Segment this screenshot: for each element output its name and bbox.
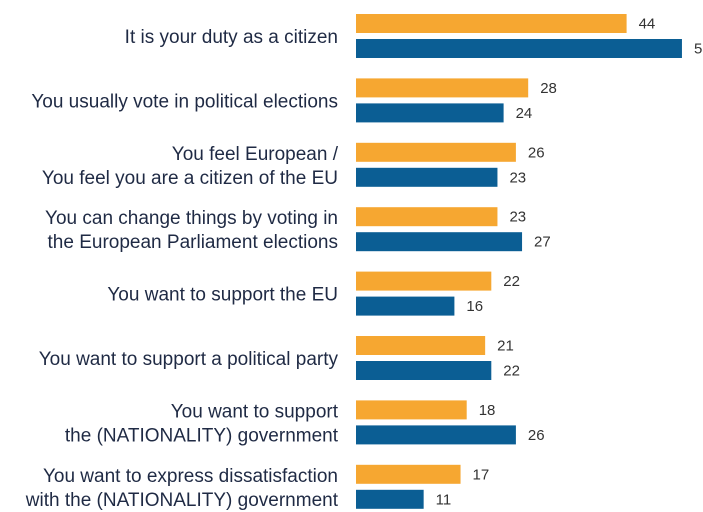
category-label-line: You want to support [171,401,339,422]
bar-series-2 [356,232,523,252]
bar-series-1 [356,336,486,355]
bar-series-1 [356,142,516,162]
data-label: 26 [528,427,545,444]
category-label: You want to support a political party [39,349,339,370]
category-label: You want to support the (NATIONALITY) gov… [65,401,339,446]
category-label-line: You want to support a political party [39,349,339,370]
data-label: 17 [473,466,490,483]
data-label: 26 [528,144,545,161]
category-label-line: You want to support the EU [107,285,338,306]
data-label: 18 [479,402,496,419]
category-label-line: the European Parliament elections [48,232,338,253]
bar-series-2 [356,167,498,187]
data-label: 22 [503,363,520,380]
bar-series-1 [356,78,529,98]
category-label-line: with the (NATIONALITY) government [25,490,339,511]
data-label: 27 [534,234,551,251]
category-label: You feel European / You feel you are a ci… [42,144,339,189]
data-label: 53 [694,41,703,58]
bar-series-2 [356,103,504,123]
data-label: 28 [540,80,557,97]
bar-series-2 [356,361,492,380]
bar-series-2 [356,489,424,509]
category-label: You usually vote in political elections [31,91,338,112]
data-label: 21 [497,338,514,355]
category-label: It is your duty as a citizen [125,27,338,48]
category-label-line: You feel European / [172,144,339,165]
category-label: You can change things by voting in the Eu… [45,208,338,253]
bar-series-2 [356,425,516,445]
bar-series-2 [356,39,682,58]
category-labels: It is your duty as a citizen You usually … [25,27,339,511]
category-label: You want to support the EU [107,285,338,306]
category-label-line: You want to express dissatisfaction [43,466,338,487]
category-label-line: You feel you are a citizen of the EU [42,168,338,189]
data-label: 23 [509,169,526,186]
bar-series-1 [356,400,467,420]
category-label-line: It is your duty as a citizen [125,27,338,48]
category-label-line: You can change things by voting in [45,208,338,229]
data-label: 44 [639,16,656,33]
bar-series-1 [356,207,498,227]
bar-series-2 [356,296,455,316]
bars [356,14,682,509]
category-label: You want to express dissatisfaction with … [25,466,339,511]
bar-series-1 [356,271,492,291]
bar-series-1 [356,14,627,33]
data-label: 24 [516,105,533,122]
data-label: 16 [466,298,483,315]
data-label: 11 [436,491,452,508]
category-label-line: You usually vote in political elections [31,91,338,112]
data-label: 22 [503,273,520,290]
category-label-line: the (NATIONALITY) government [65,425,339,446]
bar-series-1 [356,464,461,484]
value-labels: 44532824262323272216212218261711 [436,16,703,509]
data-label: 23 [509,209,526,226]
